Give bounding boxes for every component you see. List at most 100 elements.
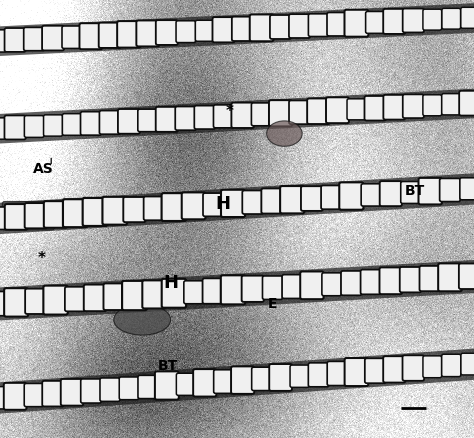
FancyBboxPatch shape [383, 356, 406, 382]
FancyBboxPatch shape [5, 28, 26, 52]
FancyBboxPatch shape [221, 276, 246, 304]
FancyBboxPatch shape [361, 270, 382, 294]
FancyBboxPatch shape [402, 355, 424, 381]
FancyBboxPatch shape [138, 375, 158, 399]
FancyBboxPatch shape [102, 197, 127, 225]
FancyBboxPatch shape [63, 113, 82, 135]
FancyBboxPatch shape [322, 273, 341, 296]
Text: *: * [37, 251, 45, 266]
FancyBboxPatch shape [327, 361, 348, 385]
FancyBboxPatch shape [162, 279, 186, 308]
FancyBboxPatch shape [100, 378, 120, 401]
FancyBboxPatch shape [81, 112, 101, 135]
FancyBboxPatch shape [280, 186, 304, 213]
FancyBboxPatch shape [423, 9, 442, 30]
FancyBboxPatch shape [442, 354, 461, 377]
FancyBboxPatch shape [380, 181, 402, 206]
FancyBboxPatch shape [24, 383, 44, 406]
Polygon shape [0, 88, 474, 144]
FancyBboxPatch shape [270, 15, 292, 39]
FancyBboxPatch shape [459, 264, 474, 289]
FancyBboxPatch shape [261, 188, 283, 214]
FancyBboxPatch shape [401, 181, 420, 203]
FancyBboxPatch shape [301, 186, 323, 211]
FancyBboxPatch shape [461, 7, 474, 28]
FancyBboxPatch shape [195, 20, 214, 41]
FancyBboxPatch shape [440, 178, 460, 201]
FancyBboxPatch shape [380, 268, 402, 294]
FancyBboxPatch shape [118, 109, 140, 134]
FancyBboxPatch shape [44, 115, 63, 136]
FancyBboxPatch shape [103, 283, 126, 310]
FancyBboxPatch shape [156, 107, 178, 132]
FancyBboxPatch shape [365, 96, 386, 120]
FancyBboxPatch shape [4, 383, 27, 410]
FancyBboxPatch shape [137, 21, 159, 46]
FancyBboxPatch shape [176, 21, 196, 42]
FancyBboxPatch shape [250, 14, 273, 41]
FancyBboxPatch shape [0, 207, 7, 230]
Ellipse shape [266, 121, 302, 146]
FancyBboxPatch shape [212, 17, 235, 42]
FancyBboxPatch shape [0, 118, 6, 139]
FancyBboxPatch shape [42, 26, 64, 50]
FancyBboxPatch shape [203, 193, 224, 216]
FancyBboxPatch shape [175, 106, 196, 130]
FancyBboxPatch shape [42, 381, 64, 406]
FancyBboxPatch shape [326, 97, 349, 123]
FancyBboxPatch shape [61, 379, 83, 406]
FancyBboxPatch shape [2, 201, 55, 230]
Polygon shape [0, 259, 474, 321]
FancyBboxPatch shape [0, 291, 7, 316]
FancyBboxPatch shape [81, 379, 101, 403]
FancyBboxPatch shape [119, 377, 138, 399]
FancyBboxPatch shape [423, 95, 442, 116]
FancyBboxPatch shape [308, 363, 329, 387]
FancyBboxPatch shape [4, 116, 26, 139]
FancyBboxPatch shape [155, 371, 179, 399]
FancyBboxPatch shape [43, 286, 68, 314]
FancyBboxPatch shape [289, 14, 310, 38]
FancyBboxPatch shape [24, 28, 45, 51]
FancyBboxPatch shape [327, 12, 348, 36]
FancyBboxPatch shape [231, 102, 254, 128]
FancyBboxPatch shape [339, 182, 364, 210]
FancyBboxPatch shape [156, 20, 178, 45]
FancyBboxPatch shape [383, 9, 406, 34]
FancyBboxPatch shape [289, 100, 310, 124]
FancyBboxPatch shape [214, 370, 234, 393]
FancyBboxPatch shape [309, 14, 328, 36]
FancyBboxPatch shape [122, 281, 147, 310]
FancyBboxPatch shape [44, 201, 67, 228]
FancyBboxPatch shape [80, 23, 102, 49]
FancyBboxPatch shape [423, 356, 442, 378]
FancyBboxPatch shape [365, 11, 385, 33]
FancyBboxPatch shape [63, 199, 88, 227]
FancyBboxPatch shape [99, 23, 121, 48]
FancyBboxPatch shape [419, 178, 442, 205]
FancyBboxPatch shape [138, 109, 158, 132]
FancyBboxPatch shape [403, 94, 424, 118]
FancyBboxPatch shape [25, 289, 46, 314]
Ellipse shape [114, 304, 171, 335]
FancyBboxPatch shape [202, 279, 224, 304]
FancyBboxPatch shape [460, 178, 474, 200]
FancyBboxPatch shape [341, 271, 362, 295]
FancyBboxPatch shape [25, 203, 47, 228]
FancyBboxPatch shape [242, 191, 263, 214]
FancyBboxPatch shape [221, 190, 245, 217]
FancyBboxPatch shape [459, 91, 474, 116]
FancyBboxPatch shape [193, 369, 216, 396]
FancyBboxPatch shape [65, 287, 86, 311]
FancyBboxPatch shape [182, 192, 206, 219]
FancyBboxPatch shape [0, 30, 6, 52]
FancyBboxPatch shape [290, 365, 309, 387]
Text: BT: BT [158, 359, 178, 373]
FancyBboxPatch shape [5, 204, 27, 230]
FancyBboxPatch shape [461, 353, 474, 375]
FancyBboxPatch shape [232, 17, 254, 41]
FancyBboxPatch shape [365, 358, 386, 383]
Text: BT: BT [405, 184, 425, 198]
FancyBboxPatch shape [24, 116, 44, 138]
Text: H: H [215, 194, 230, 213]
